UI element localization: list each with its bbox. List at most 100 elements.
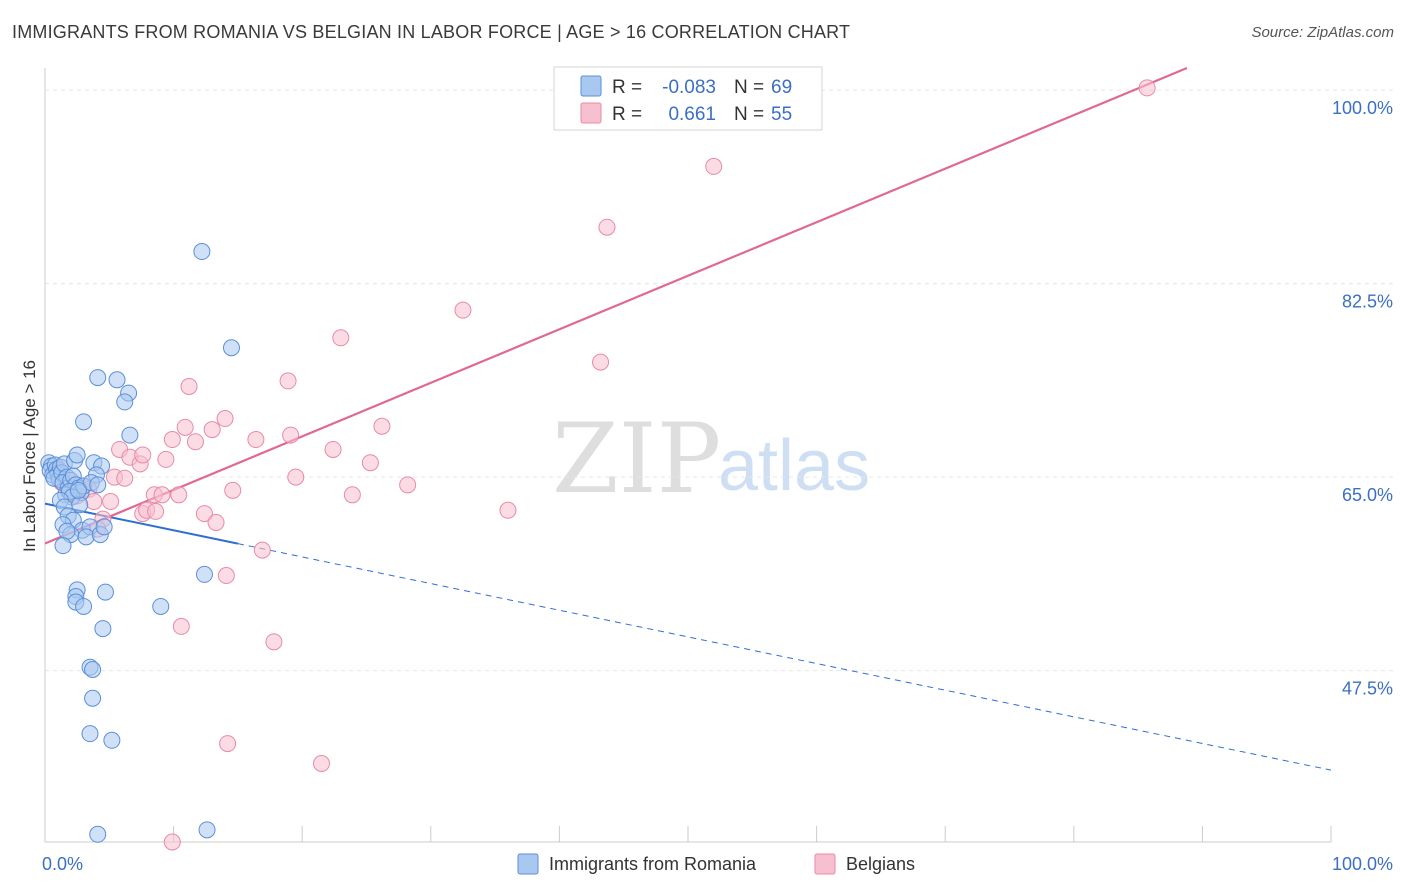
data-point-belgians xyxy=(147,502,165,520)
data-point-belgians xyxy=(219,735,237,753)
data-point-romania xyxy=(95,518,113,536)
chart-title: IMMIGRANTS FROM ROMANIA VS BELGIAN IN LA… xyxy=(12,22,851,42)
data-point-belgians xyxy=(598,218,616,236)
data-point-romania xyxy=(89,476,107,494)
data-point-romania xyxy=(68,446,86,464)
data-point-romania xyxy=(103,731,121,749)
data-point-romania xyxy=(96,583,114,601)
data-point-belgians xyxy=(163,431,181,449)
data-point-romania xyxy=(75,413,93,431)
data-point-belgians xyxy=(361,454,379,472)
data-point-belgians xyxy=(332,329,350,347)
data-point-romania xyxy=(193,243,211,261)
y-axis-title: In Labor Force | Age > 16 xyxy=(20,360,39,552)
x-tick-labels: 0.0% 100.0% xyxy=(42,854,1393,874)
trend-line-belgians xyxy=(44,66,1188,545)
trend-line-romania-dashed xyxy=(237,543,1332,771)
legend-swatch-romania xyxy=(580,75,602,97)
legend-n-label: N = xyxy=(734,77,764,98)
bottom-legend-label-romania: Immigrants from Romania xyxy=(549,854,757,874)
data-point-romania xyxy=(81,725,99,743)
data-point-belgians xyxy=(705,157,723,175)
data-point-belgians xyxy=(287,468,305,486)
watermark-zip: ZIP xyxy=(552,403,721,515)
y-tick-label: 47.5% xyxy=(1342,679,1393,699)
data-point-romania xyxy=(89,825,107,843)
data-point-romania xyxy=(54,537,72,555)
data-point-belgians xyxy=(454,301,472,319)
data-point-romania xyxy=(58,522,76,540)
data-point-romania xyxy=(77,528,95,546)
data-point-romania xyxy=(108,371,126,389)
y-tick-label: 82.5% xyxy=(1342,292,1393,312)
bottom-legend-swatch-romania xyxy=(517,853,539,875)
series-romania xyxy=(40,243,240,843)
data-point-romania xyxy=(152,597,170,615)
y-tick-label: 65.0% xyxy=(1342,485,1393,505)
data-point-romania xyxy=(121,426,139,444)
data-point-belgians xyxy=(153,486,171,504)
data-point-belgians xyxy=(207,513,225,531)
data-point-romania xyxy=(116,393,134,411)
data-point-belgians xyxy=(324,440,342,458)
correlation-legend: R = -0.083 N = 69 R = 0.661 N = 55 xyxy=(553,66,823,131)
data-point-belgians xyxy=(163,833,181,851)
data-point-belgians xyxy=(116,469,134,487)
data-point-belgians xyxy=(224,481,242,499)
data-point-belgians xyxy=(157,450,175,468)
source-credit: Source: ZipAtlas.com xyxy=(1251,24,1394,41)
data-point-belgians xyxy=(195,505,213,523)
data-point-belgians xyxy=(176,418,194,436)
data-point-belgians xyxy=(186,433,204,451)
data-point-belgians xyxy=(592,353,610,371)
bottom-legend-label-belgians: Belgians xyxy=(846,854,915,874)
legend-r-label: R = xyxy=(612,104,642,125)
data-point-belgians xyxy=(172,617,190,635)
data-point-romania xyxy=(195,565,213,583)
data-point-romania xyxy=(94,620,112,638)
data-point-romania xyxy=(84,661,102,679)
data-point-belgians xyxy=(399,476,417,494)
legend-n-value: 69 xyxy=(771,77,792,98)
axes xyxy=(44,68,1332,843)
y-tick-labels: 47.5% 65.0% 82.5% 100.0% xyxy=(1332,98,1393,699)
data-point-romania xyxy=(89,369,107,387)
data-point-romania xyxy=(222,339,240,357)
data-point-belgians xyxy=(312,754,330,772)
data-point-belgians xyxy=(499,501,517,519)
data-point-belgians xyxy=(216,410,234,428)
legend-n-label: N = xyxy=(734,104,764,125)
data-point-belgians xyxy=(203,421,221,439)
data-point-belgians xyxy=(170,486,188,504)
data-point-romania xyxy=(84,689,102,707)
x-tick-label: 100.0% xyxy=(1332,854,1393,874)
data-point-romania xyxy=(198,821,216,839)
legend-swatch-belgians xyxy=(580,102,602,124)
legend-n-value: 55 xyxy=(771,104,792,125)
data-point-belgians xyxy=(279,372,297,390)
data-point-romania xyxy=(75,597,93,615)
data-point-belgians xyxy=(134,446,152,464)
data-point-belgians xyxy=(247,431,265,449)
data-point-belgians xyxy=(265,633,283,651)
data-point-belgians xyxy=(253,541,271,559)
series-legend: Immigrants from Romania Belgians xyxy=(517,853,915,875)
watermark: ZIP atlas xyxy=(552,403,870,515)
x-tick-label: 0.0% xyxy=(42,854,83,874)
legend-r-value: -0.083 xyxy=(662,77,716,98)
data-point-belgians xyxy=(180,377,198,395)
data-point-belgians xyxy=(343,486,361,504)
bottom-legend-swatch-belgians xyxy=(814,853,836,875)
data-point-belgians xyxy=(282,426,300,444)
data-point-belgians xyxy=(102,492,120,510)
data-point-belgians xyxy=(1138,79,1156,97)
data-point-romania xyxy=(69,481,87,499)
y-tick-label: 100.0% xyxy=(1332,98,1393,118)
legend-r-value: 0.661 xyxy=(668,104,716,125)
data-point-belgians xyxy=(373,417,391,435)
legend-r-label: R = xyxy=(612,77,642,98)
gridlines xyxy=(45,89,1395,672)
data-point-belgians xyxy=(217,567,235,585)
watermark-atlas: atlas xyxy=(718,426,870,506)
